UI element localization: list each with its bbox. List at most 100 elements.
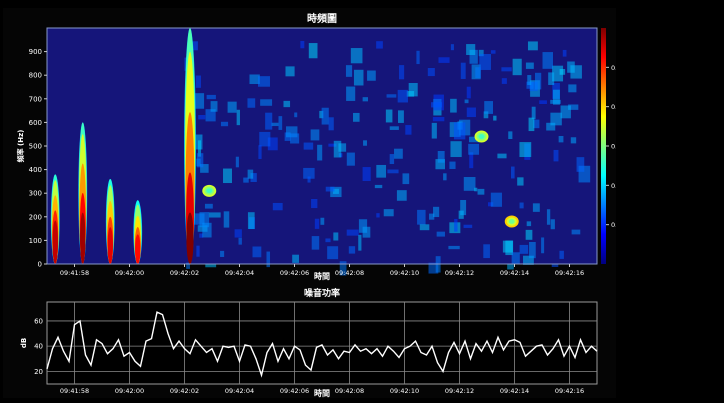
spectrogram-texture-cell xyxy=(303,167,315,179)
spectrogram-texture-cell xyxy=(405,125,412,135)
spectrogram-texture-cell xyxy=(397,89,408,103)
colorbar-tick-label: 0.01 xyxy=(611,182,616,190)
spectrogram-texture-cell xyxy=(484,101,494,114)
spectrogram-texture-cell xyxy=(531,106,536,120)
colorbar-ticks: 0.005 0.01 0.015 0.02 0.025 xyxy=(606,64,616,229)
spectrogram-texture-cell xyxy=(559,69,566,75)
spectrogram-texture-cell xyxy=(358,234,362,251)
spectrogram-texture-cell xyxy=(523,255,534,265)
spectrogram-event-layer xyxy=(107,227,113,264)
spectrogram-texture-cell xyxy=(542,52,554,69)
noise-plot-frame xyxy=(46,301,598,385)
spectrogram-y-tick-label: 500 xyxy=(29,143,42,151)
spectrogram-texture-cell xyxy=(490,50,496,54)
spectrogram-texture-cell xyxy=(258,76,270,87)
spectrogram-texture-cell xyxy=(199,233,204,238)
spectrogram-texture-cell xyxy=(396,190,407,201)
spectrogram-texture-cell xyxy=(399,65,405,80)
spectrogram-texture-cell xyxy=(519,202,524,209)
spectrogram-texture-cell xyxy=(477,188,485,195)
colorbar-tick-label: 0.015 xyxy=(611,143,616,151)
spectrogram-event-layer xyxy=(135,234,141,264)
noise-x-tick-label: 09:42:08 xyxy=(335,387,364,395)
spectrogram-texture-cell xyxy=(553,149,559,162)
spectrogram-texture-cell xyxy=(432,117,445,122)
spectrogram-texture-cell xyxy=(429,213,435,220)
spectrogram-texture-cell xyxy=(526,221,532,227)
spectrogram-texture-cell xyxy=(525,62,534,69)
spectrogram-texture-cell xyxy=(505,240,513,256)
spectrogram-texture-cell xyxy=(428,262,439,274)
spectrogram-texture-cell xyxy=(463,177,476,191)
spectrogram-event-layer xyxy=(478,134,485,139)
spectrogram-texture-cell xyxy=(510,166,515,179)
spectrogram-title: 時頻圖 xyxy=(307,12,337,25)
spectrogram-x-tick-label: 09:42:04 xyxy=(225,269,254,277)
spectrogram-texture-cell xyxy=(534,72,542,90)
spectrogram-texture-cell xyxy=(220,121,229,127)
spectrogram-texture-cell xyxy=(317,144,323,161)
spectrogram-texture-cell xyxy=(243,177,249,183)
spectrogram-texture-cell xyxy=(529,81,538,92)
spectrogram-texture-cell xyxy=(408,82,418,97)
spectrogram-texture-cell xyxy=(427,67,435,77)
noise-x-tick-label: 09:42:16 xyxy=(555,387,584,395)
spectrogram-texture-cell xyxy=(311,236,320,250)
spectrogram-texture-cell xyxy=(238,237,242,245)
spectrogram-texture-cell xyxy=(330,186,342,198)
spectrogram-x-tick-label: 09:42:12 xyxy=(445,269,474,277)
spectrogram-texture-cell xyxy=(541,237,545,254)
spectrogram-texture-cell xyxy=(210,101,218,112)
spectrogram-texture-cell xyxy=(490,192,502,207)
spectrogram-texture-cell xyxy=(450,44,454,51)
spectrogram-texture-cell xyxy=(328,143,337,147)
spectrogram-event xyxy=(184,28,196,264)
spectrogram-texture-cell xyxy=(252,246,262,258)
spectrogram-texture-cell xyxy=(189,41,198,51)
spectrogram-texture-cell xyxy=(385,109,393,123)
spectrogram-texture-cell xyxy=(386,94,397,98)
spectrogram-event-layer xyxy=(508,219,515,224)
noise-series-line xyxy=(46,311,598,378)
spectrogram-texture-cell xyxy=(532,203,540,212)
spectrogram-texture-cell xyxy=(397,110,404,123)
spectrogram-texture-cell xyxy=(303,142,314,150)
spectrogram-texture-cell xyxy=(493,115,497,121)
spectrogram-y-tick-label: 900 xyxy=(29,48,42,56)
spectrogram-texture-cell xyxy=(283,100,291,108)
spectrogram-texture-cell xyxy=(568,84,577,93)
spectrogram-texture-cell xyxy=(402,173,410,185)
spectrogram-texture-cell xyxy=(294,112,298,118)
spectrogram-texture-cell xyxy=(271,122,279,127)
spectrogram-texture-cell xyxy=(346,152,355,166)
chart-panel: 時頻圖 頻率 (Hz) 時間 0 100 200 300 400 500 600 700 800… xyxy=(3,8,616,398)
spectrogram-texture-cell xyxy=(205,109,216,122)
spectrogram-texture-cell xyxy=(529,241,536,259)
spectrogram-texture-cell xyxy=(389,154,395,165)
spectrogram-event xyxy=(78,122,88,264)
spectrogram-texture-cell xyxy=(512,58,522,76)
spectrogram-texture-cell xyxy=(508,131,513,140)
spectrogram-x-tick-label: 09:42:14 xyxy=(500,269,529,277)
spectrogram-texture-cell xyxy=(483,244,490,259)
spectrogram-texture-cell xyxy=(478,49,484,57)
spectrogram-texture-cell xyxy=(353,112,360,122)
spectrogram-texture-cell xyxy=(259,131,271,147)
spectrogram-texture-cell xyxy=(192,213,205,225)
spectrogram-texture-cell xyxy=(314,218,320,229)
spectrogram-texture-cell xyxy=(292,254,299,263)
spectrogram-texture-cell xyxy=(550,99,561,104)
noise-y-tick-label: 40 xyxy=(34,343,43,351)
spectrogram-texture-cell xyxy=(338,143,347,152)
spectrogram-texture-cell xyxy=(548,72,555,85)
spectrogram-texture-cell xyxy=(387,169,399,174)
spectrogram-texture-cell xyxy=(362,167,371,181)
spectrogram-y-tick-label: 200 xyxy=(29,213,42,221)
spectrogram-event-layer xyxy=(80,212,86,264)
spectrogram-texture-cell xyxy=(571,229,581,235)
spectrogram-texture-cell xyxy=(539,100,547,105)
spectrogram-texture-cell xyxy=(250,173,257,182)
spectrogram-texture-cell xyxy=(528,117,535,132)
spectrogram-texture-cell xyxy=(327,246,339,260)
spectrogram-texture-cell xyxy=(419,224,430,231)
